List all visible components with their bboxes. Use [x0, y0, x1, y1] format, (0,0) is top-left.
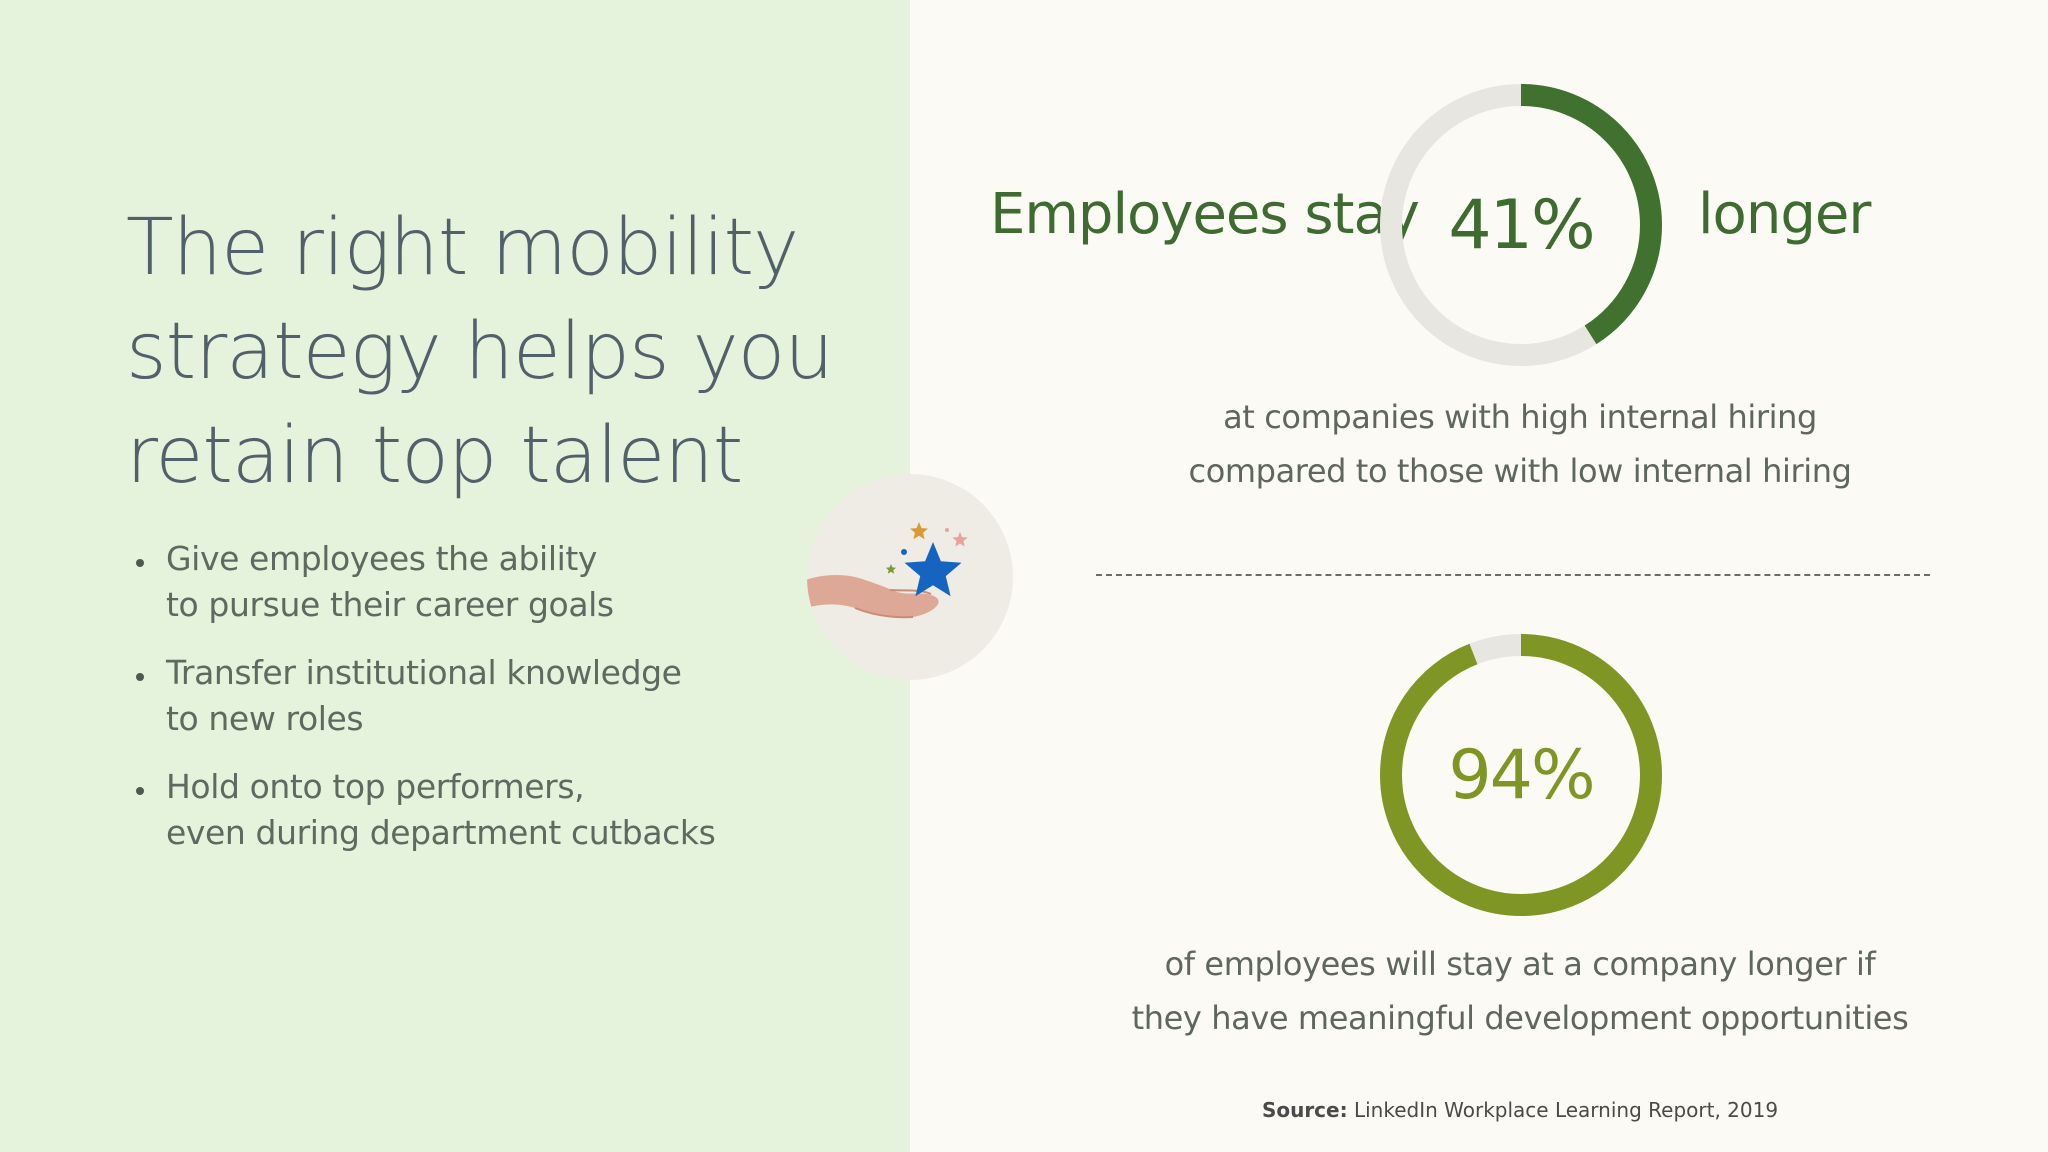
bullet-line: Transfer institutional knowledge	[166, 653, 682, 692]
headline-line: The right mobility	[126, 203, 799, 293]
hand-with-stars-icon	[807, 474, 1013, 680]
bullet-item: Hold onto top performers, even during de…	[136, 764, 856, 856]
stat-caption: of employees will stay at a company long…	[1090, 937, 1950, 1045]
donut-arc	[1380, 634, 1662, 916]
stat-suffix: longer	[1698, 182, 1871, 247]
bullet-list: Give employees the ability to pursue the…	[136, 536, 856, 878]
bullet-item: Give employees the ability to pursue the…	[136, 536, 856, 628]
left-panel	[0, 0, 910, 1152]
headline-line: retain top talent	[126, 411, 743, 501]
donut-value: 94%	[1448, 735, 1595, 815]
caption-line: compared to those with low internal hiri…	[1188, 452, 1852, 490]
caption-line: of employees will stay at a company long…	[1164, 945, 1876, 983]
bullet-line: to pursue their career goals	[166, 585, 614, 624]
stat-caption: at companies with high internal hiring c…	[1090, 390, 1950, 498]
bullet-line: Give employees the ability	[166, 539, 598, 578]
bullet-line: Hold onto top performers,	[166, 767, 585, 806]
donut-svg	[1380, 84, 1662, 366]
bullet-line: to new roles	[166, 699, 364, 738]
donut-chart-94: 94%	[1376, 630, 1666, 920]
stat-prefix: Employees stay	[990, 182, 1420, 247]
donut-svg	[1380, 634, 1662, 916]
headline: The right mobility strategy helps you re…	[126, 196, 866, 508]
bullet-line: even during department cutbacks	[166, 813, 716, 852]
donut-chart-41: 41%	[1376, 80, 1666, 370]
caption-line: they have meaningful development opportu…	[1131, 999, 1909, 1037]
bullet-item: Transfer institutional knowledge to new …	[136, 650, 856, 742]
headline-line: strategy helps you	[126, 307, 834, 397]
caption-line: at companies with high internal hiring	[1223, 398, 1817, 436]
donut-value: 41%	[1448, 185, 1595, 265]
source-text: LinkedIn Workplace Learning Report, 2019	[1353, 1098, 1779, 1122]
source-label: Source:	[1261, 1098, 1348, 1122]
donut-arc	[1380, 84, 1662, 366]
dashed-divider	[1096, 574, 1930, 576]
source-note: Source: LinkedIn Workplace Learning Repo…	[1090, 1098, 1950, 1122]
